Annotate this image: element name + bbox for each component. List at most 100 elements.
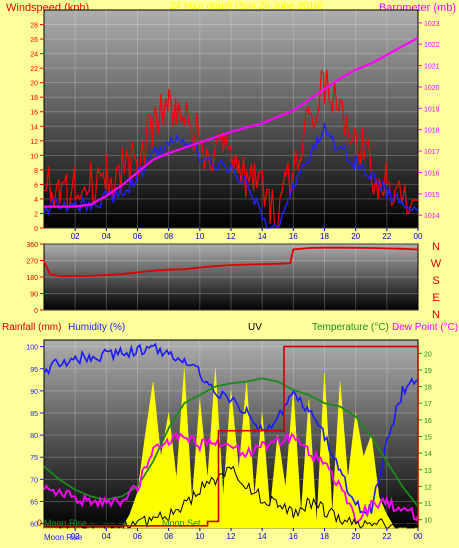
x-tick-label: 20: [351, 532, 360, 541]
series-line-windspeed-kph-: [43, 69, 419, 229]
y-tick-label: 8: [34, 168, 38, 175]
series-line-temperature-c-: [43, 377, 419, 507]
y2-tick-label: 15: [424, 434, 432, 441]
y-tick-label: 28: [30, 23, 38, 30]
y2-tick-label: 1021: [424, 64, 440, 71]
y-tick-label: 180: [26, 275, 38, 282]
y2-tick-label: 18: [424, 385, 432, 392]
y-tick-label: 95: [30, 367, 38, 374]
y2-tick-label: 14: [424, 451, 432, 458]
y-tick-label: 60: [30, 522, 38, 529]
direction-series: [43, 246, 419, 277]
y2-tick-label: 1019: [424, 106, 440, 113]
y-tick-label: 2: [34, 211, 38, 218]
x-tick-label: 16: [289, 232, 298, 241]
compass-label: W: [431, 258, 442, 270]
y-tick-label: 24: [30, 52, 38, 59]
y2-tick-label: 13: [424, 468, 432, 475]
y-tick-label: 14: [30, 124, 38, 131]
climate-hour-tick-labels: 02 04 06 08 10 12 14 16 18 20 22 00: [71, 528, 423, 541]
y-tick-label: 85: [30, 411, 38, 418]
dew-point-axis-label: Dew Point (°C): [392, 322, 458, 333]
series-line-uv: [43, 465, 419, 530]
x-tick-label: 04: [102, 232, 111, 241]
climate-series: [43, 342, 419, 530]
y-tick-label: 10: [30, 153, 38, 160]
moon-set-label: Moon Set: [162, 518, 201, 528]
x-tick-label: 00: [414, 532, 423, 541]
series-line-rainfall-mm-: [44, 345, 419, 527]
series-line-humidity-: [43, 342, 418, 518]
x-tick-label: 18: [320, 232, 329, 241]
x-tick-label: 02: [71, 232, 80, 241]
y-tick-label: 70: [30, 477, 38, 484]
x-tick-label: 08: [164, 532, 173, 541]
temperature-axis-label: Temperature (°C): [312, 322, 389, 333]
x-tick-label: 10: [195, 232, 204, 241]
y-tick-label: 16: [30, 110, 38, 117]
y-tick-label: 65: [30, 499, 38, 506]
x-tick-label: 18: [320, 532, 329, 541]
direction-gridlines: [44, 243, 418, 311]
y-tick-label: 360: [26, 242, 38, 249]
y-tick-label: 90: [30, 389, 38, 396]
x-tick-label: 02: [71, 532, 80, 541]
humidity-tick-labels: 60 65 70 75 80 85 90 95 100: [26, 345, 44, 529]
y-tick-label: 20: [30, 81, 38, 88]
compass-label: N: [432, 309, 440, 321]
moon-rise-label: Moon Rise: [44, 518, 87, 528]
x-tick-label: 00: [414, 232, 423, 241]
x-tick-label: 20: [351, 232, 360, 241]
y2-tick-label: 1015: [424, 192, 440, 199]
y-tick-label: 6: [34, 182, 38, 189]
y2-tick-label: 11: [424, 501, 431, 508]
moon-rise-label-bottom: Moon Rise: [44, 533, 83, 542]
wind-series: [43, 36, 419, 229]
y-tick-label: 0: [34, 226, 38, 233]
y2-tick-label: 1018: [424, 128, 440, 135]
rain-zero-label: 0: [37, 518, 42, 528]
y-tick-label: 0: [34, 308, 38, 315]
y2-tick-label: 20: [424, 351, 432, 358]
wind-plot-area: [43, 9, 419, 229]
y2-tick-label: 1020: [424, 85, 440, 92]
series-line-barometer-mb-: [44, 36, 419, 208]
x-tick-label: 14: [258, 532, 267, 541]
x-tick-label: 22: [382, 232, 391, 241]
rainfall-axis-label: Rainfall (mm): [2, 322, 61, 333]
x-tick-label: 10: [195, 532, 204, 541]
x-tick-label: 06: [133, 232, 142, 241]
temperature-tick-labels: 10 11 12 13 14 15 16 17 18 19 20: [418, 351, 432, 525]
y2-tick-label: 1023: [424, 21, 440, 28]
y-tick-label: 75: [30, 455, 38, 462]
y-tick-label: 90: [30, 292, 38, 299]
x-tick-label: 12: [227, 232, 236, 241]
y2-tick-label: 10: [424, 518, 432, 525]
y-tick-label: 18: [30, 95, 38, 102]
direction-plot-area: [43, 243, 419, 311]
y-tick-label: 12: [30, 139, 38, 146]
compass-label: S: [432, 275, 439, 287]
y-tick-label: 100: [26, 345, 38, 352]
compass-label: E: [432, 292, 439, 304]
x-tick-label: 06: [133, 532, 142, 541]
series-area-solar: [44, 368, 418, 529]
y-tick-label: 22: [30, 66, 38, 73]
y2-tick-label: 16: [424, 418, 432, 425]
humidity-axis-label: Humidity (%): [68, 322, 125, 333]
x-tick-label: 22: [382, 532, 391, 541]
uv-axis-label: UV: [248, 322, 262, 333]
y2-tick-label: 1016: [424, 170, 440, 177]
compass-label: N: [432, 241, 440, 253]
barometer-tick-labels: 1014 1015 1016 1017 1018 1019 1020 1021 1022 1023: [418, 21, 440, 220]
x-tick-label: 14: [258, 232, 267, 241]
chart-title: 24 hour graph (Sun 20 June 2010): [170, 1, 323, 12]
y2-tick-label: 12: [424, 484, 432, 491]
y-tick-label: 80: [30, 433, 38, 440]
y2-tick-label: 17: [424, 401, 432, 408]
series-line-wind-direction: [43, 246, 419, 277]
